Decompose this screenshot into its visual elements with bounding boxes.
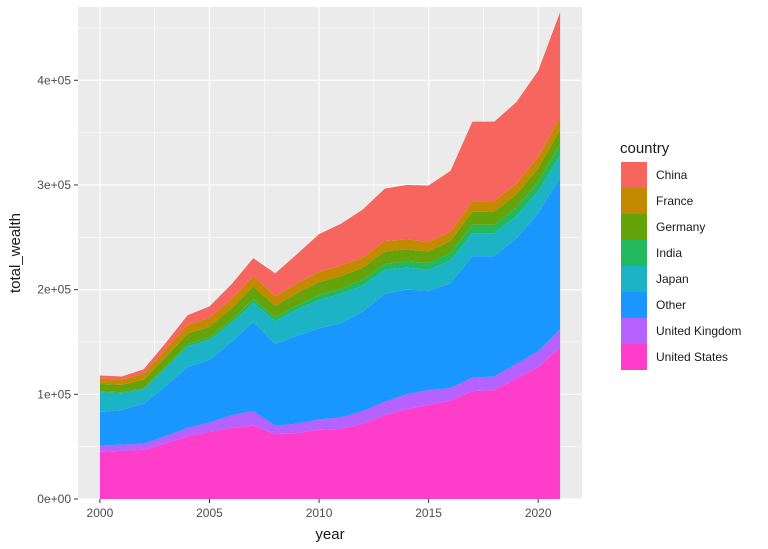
legend: country China France Germany India Japan Othe… xyxy=(620,140,741,370)
legend-swatch-china xyxy=(621,162,647,188)
legend-swatch-france xyxy=(621,188,647,214)
legend-label-india: India xyxy=(656,246,682,260)
legend-label-germany: Germany xyxy=(656,220,705,234)
y-axis-title: total_wealth xyxy=(7,213,24,293)
legend-label-china: China xyxy=(656,168,688,182)
legend-label-united-kingdom: United Kingdom xyxy=(656,324,741,338)
series-areas xyxy=(99,12,561,499)
x-tick-label: 2005 xyxy=(196,506,223,520)
area-france xyxy=(99,116,561,385)
y-tick-label: 2e+05 xyxy=(37,283,71,297)
area-japan xyxy=(99,155,561,413)
area-united-states xyxy=(99,347,561,499)
legend-label-other: Other xyxy=(656,298,686,312)
area-germany xyxy=(99,129,561,393)
x-axis-ticks: 2000 2005 2010 2015 2020 xyxy=(87,499,552,520)
x-axis-title: year xyxy=(315,526,344,543)
legend-swatch-other xyxy=(621,292,647,318)
y-tick-label: 4e+05 xyxy=(37,73,71,87)
y-axis-ticks: 0e+00 1e+05 2e+05 3e+05 4e+05 xyxy=(37,73,78,506)
y-tick-label: 3e+05 xyxy=(37,178,71,192)
legend-swatch-india xyxy=(621,240,647,266)
x-tick-label: 2010 xyxy=(306,506,333,520)
legend-swatch-united-states xyxy=(621,344,647,370)
legend-swatch-japan xyxy=(621,266,647,292)
area-united-kingdom xyxy=(99,329,561,452)
legend-swatch-germany xyxy=(621,214,647,240)
area-china xyxy=(99,12,561,380)
area-other xyxy=(99,177,561,446)
legend-label-united-states: United States xyxy=(656,350,728,364)
legend-label-france: France xyxy=(656,194,694,208)
legend-label-japan: Japan xyxy=(656,272,689,286)
y-tick-label: 1e+05 xyxy=(37,387,71,401)
x-tick-label: 2020 xyxy=(525,506,552,520)
x-tick-label: 2000 xyxy=(87,506,114,520)
legend-title: country xyxy=(620,140,670,157)
y-tick-label: 0e+00 xyxy=(37,492,71,506)
x-tick-label: 2015 xyxy=(415,506,442,520)
legend-swatch-united-kingdom xyxy=(621,318,647,344)
